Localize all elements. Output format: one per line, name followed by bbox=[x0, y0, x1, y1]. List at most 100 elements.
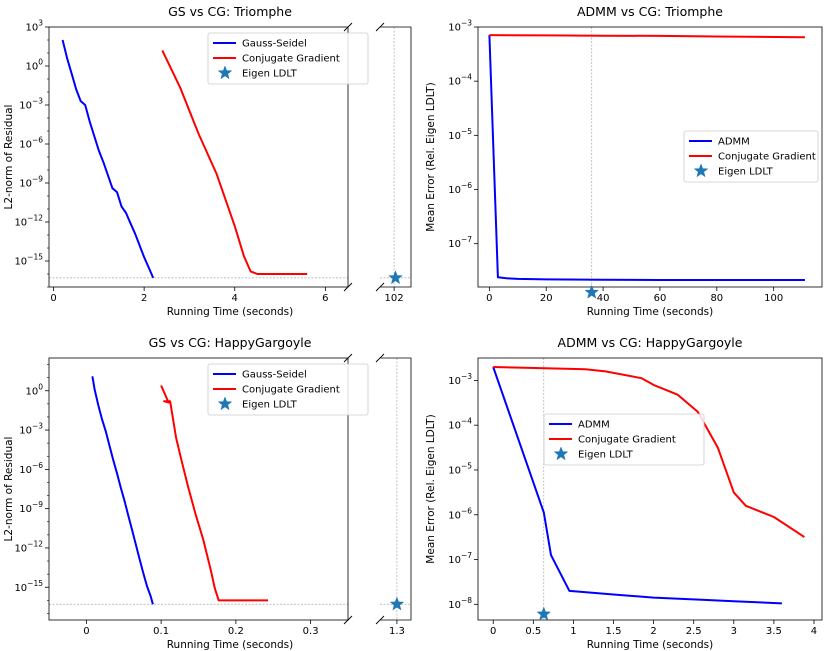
x-tick-label: 80 bbox=[710, 293, 723, 304]
eigen-ldlt-star-marker bbox=[388, 270, 403, 285]
chart-title: ADMM vs CG: Triomphe bbox=[577, 4, 723, 19]
y-tick-label: 10−4 bbox=[448, 417, 472, 432]
legend: ADMM Conjugate Gradient Eigen LDLT bbox=[543, 413, 705, 466]
legend-box bbox=[683, 130, 819, 183]
chart-title: GS vs CG: Triomphe bbox=[168, 4, 292, 19]
conjugate-gradient-line bbox=[161, 49, 308, 275]
axis-break-mark bbox=[375, 282, 385, 292]
y-axis-label: L2-norm of Residual bbox=[3, 437, 15, 542]
legend-entry: Conjugate Gradient bbox=[242, 385, 340, 396]
plot-frame-right bbox=[380, 26, 412, 288]
x-tick-label: 40 bbox=[597, 293, 610, 304]
axis-break-mark bbox=[375, 22, 385, 32]
x-axis-label: Running Time (seconds) bbox=[167, 639, 294, 651]
legend-entry: Conjugate Gradient bbox=[578, 435, 676, 446]
y-tick-label: 10−12 bbox=[14, 214, 43, 229]
y-tick-label: 100 bbox=[25, 382, 43, 397]
axis-break-mark bbox=[375, 353, 385, 363]
x-tick-label: 3 bbox=[731, 626, 737, 637]
axis-break-mark bbox=[343, 22, 353, 32]
y-tick-label: 10−3 bbox=[448, 372, 472, 387]
legend-entry: Eigen LDLT bbox=[242, 69, 298, 80]
legend: Gauss-Seidel Conjugate Gradient Eigen LDLT bbox=[207, 32, 369, 85]
x-tick-label: 60 bbox=[654, 293, 667, 304]
x-tick-label: 1.3 bbox=[389, 626, 405, 637]
legend-entry: Eigen LDLT bbox=[242, 400, 298, 411]
chart-panel-2: ADMM vs CG: Triomphe Running Time (second… bbox=[425, 4, 823, 318]
x-tick-label: 1.5 bbox=[606, 626, 622, 637]
legend-star-swatch bbox=[693, 163, 709, 178]
conjugate-gradient-line bbox=[493, 366, 805, 538]
x-tick-label: 0 bbox=[486, 293, 492, 304]
legend-box bbox=[543, 413, 705, 466]
x-tick-label: 0 bbox=[83, 626, 89, 637]
legend-star-swatch bbox=[553, 446, 569, 461]
legend-star-swatch bbox=[217, 396, 233, 411]
y-tick-label: 10−9 bbox=[19, 500, 43, 515]
x-axis-label: Running Time (seconds) bbox=[587, 306, 714, 318]
x-tick-label: 0.3 bbox=[303, 626, 319, 637]
plot-frame bbox=[477, 357, 823, 621]
legend-entry: Eigen LDLT bbox=[718, 167, 774, 178]
y-tick-label: 10−6 bbox=[19, 136, 43, 151]
y-tick-label: 10−5 bbox=[448, 127, 472, 142]
legend-entry: Gauss-Seidel bbox=[242, 370, 307, 381]
legend-entry: ADMM bbox=[578, 420, 610, 431]
y-tick-label: 10−7 bbox=[448, 235, 472, 250]
chart-title: GS vs CG: HappyGargoyle bbox=[149, 335, 312, 350]
eigen-ldlt-star-marker bbox=[584, 284, 600, 299]
x-tick-label: 2.5 bbox=[686, 626, 702, 637]
legend-star-swatch bbox=[217, 65, 233, 80]
y-axis-label: Mean Error (Rel. Eigen LDLT) bbox=[425, 82, 437, 231]
x-tick-label: 20 bbox=[540, 293, 553, 304]
x-tick-label: 4 bbox=[811, 626, 817, 637]
y-tick-label: 10−3 bbox=[448, 19, 472, 34]
x-axis-label: Running Time (seconds) bbox=[167, 306, 294, 318]
y-tick-label: 10−3 bbox=[19, 422, 43, 437]
y-tick-label: 10−15 bbox=[14, 579, 43, 594]
x-tick-label: 0 bbox=[50, 293, 56, 304]
y-tick-label: 10−3 bbox=[19, 97, 43, 112]
y-axis-label: Mean Error (Rel. Eigen LDLT) bbox=[425, 414, 437, 563]
legend-entry: Conjugate Gradient bbox=[718, 152, 816, 163]
plot-frame-left bbox=[48, 357, 349, 621]
eigen-ldlt-star-marker bbox=[536, 606, 552, 621]
x-tick-label: 6 bbox=[322, 293, 328, 304]
conjugate-gradient-line bbox=[489, 34, 805, 39]
y-tick-label: 10−9 bbox=[19, 175, 43, 190]
plot-frame-right bbox=[380, 357, 412, 621]
legend-entry: Gauss-Seidel bbox=[242, 39, 307, 50]
y-tick-label: 10−12 bbox=[14, 539, 43, 554]
plot-frame bbox=[477, 26, 823, 288]
legend-entry: Conjugate Gradient bbox=[242, 54, 340, 65]
admm-line bbox=[488, 35, 805, 281]
y-tick-label: 10−5 bbox=[448, 461, 472, 476]
x-tick-label: 4 bbox=[232, 293, 238, 304]
chart-title: ADMM vs CG: HappyGargoyle bbox=[558, 335, 743, 350]
chart-panel-3: GS vs CG: HappyGargoyle Running Time (sec… bbox=[3, 335, 412, 651]
chart-panel-4: ADMM vs CG: HappyGargoyle Running Time (s… bbox=[425, 335, 823, 651]
gauss-seidel-line bbox=[61, 39, 155, 279]
admm-line bbox=[492, 366, 782, 605]
legend: ADMM Conjugate Gradient Eigen LDLT bbox=[683, 130, 819, 183]
x-tick-label: 0.2 bbox=[228, 626, 244, 637]
y-axis-label: L2-norm of Residual bbox=[3, 105, 15, 210]
x-tick-label: 2 bbox=[650, 626, 656, 637]
x-tick-label: 102 bbox=[385, 293, 404, 304]
x-tick-label: 0.1 bbox=[153, 626, 169, 637]
axis-break-mark bbox=[375, 615, 385, 625]
x-tick-label: 2 bbox=[141, 293, 147, 304]
axis-break-mark bbox=[343, 353, 353, 363]
y-tick-label: 10−8 bbox=[448, 596, 472, 611]
x-tick-label: 0.5 bbox=[525, 626, 541, 637]
y-tick-label: 10−7 bbox=[448, 551, 472, 566]
gauss-seidel-line bbox=[91, 376, 154, 605]
axis-break-mark bbox=[343, 615, 353, 625]
axis-break-mark bbox=[343, 282, 353, 292]
x-tick-label: 100 bbox=[764, 293, 783, 304]
legend-box bbox=[207, 32, 369, 85]
eigen-ldlt-star-marker bbox=[389, 596, 405, 611]
y-tick-label: 10−6 bbox=[448, 181, 472, 196]
x-axis-label: Running Time (seconds) bbox=[587, 639, 714, 651]
